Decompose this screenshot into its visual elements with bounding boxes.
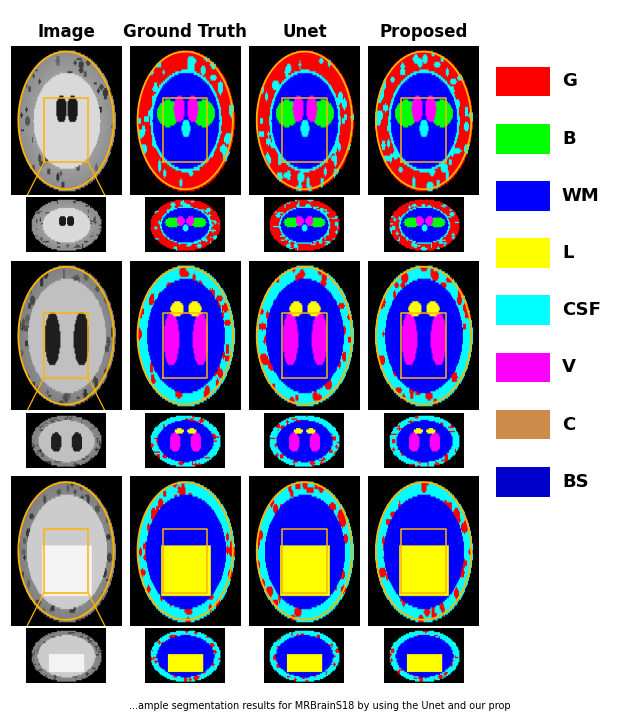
Text: Proposed: Proposed [380, 23, 468, 41]
Text: V: V [562, 358, 576, 376]
Text: BS: BS [562, 473, 589, 491]
Text: L: L [562, 244, 573, 262]
Text: CSF: CSF [562, 301, 601, 319]
Text: WM: WM [562, 187, 600, 205]
Text: Ground Truth: Ground Truth [124, 23, 247, 41]
Text: Unet: Unet [282, 23, 326, 41]
Text: ...ample segmentation results for MRBrainS18 by using the Unet and our prop: ...ample segmentation results for MRBrai… [129, 701, 511, 711]
Text: Image: Image [37, 23, 95, 41]
Text: C: C [562, 416, 575, 434]
Text: B: B [562, 130, 575, 148]
Text: G: G [562, 72, 577, 90]
